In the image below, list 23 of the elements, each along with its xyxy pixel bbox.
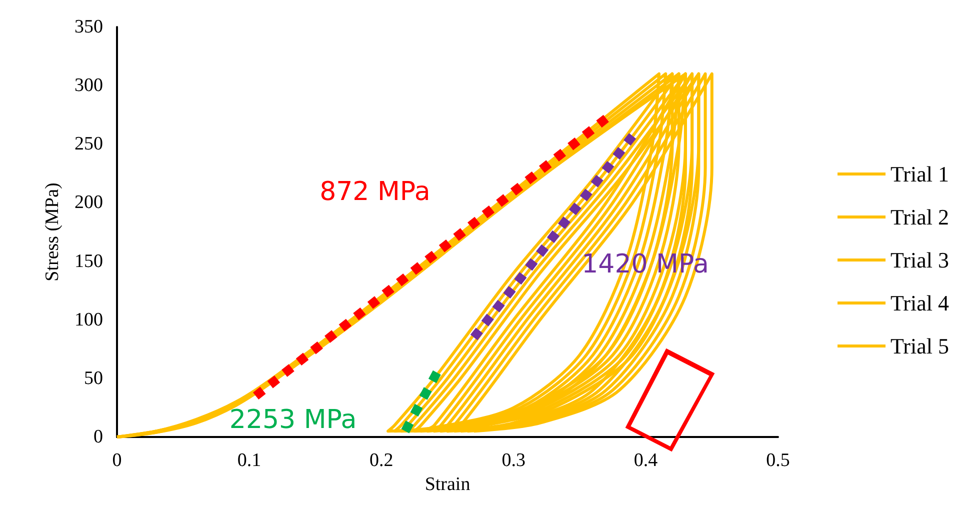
y-tick-label: 350 — [74, 16, 103, 38]
x-tick-label: 0 — [112, 450, 122, 471]
legend-label: Trial 2 — [890, 204, 950, 230]
y-tick-label: 200 — [74, 192, 103, 214]
legend-label: Trial 1 — [890, 162, 950, 186]
y-tick-label: 0 — [94, 426, 103, 448]
x-tick-label: 0.1 — [237, 450, 262, 471]
legend-label: Trial 5 — [890, 334, 950, 358]
y-tick-label: 300 — [74, 75, 103, 96]
annotation: 2253 MPa — [229, 404, 357, 435]
x-tick-label: 0.5 — [766, 450, 790, 471]
x-tick-label: 0.4 — [634, 450, 658, 471]
y-tick-label: 150 — [74, 250, 103, 272]
y-tick-label: 50 — [84, 368, 103, 389]
x-tick-label: 0.2 — [370, 450, 394, 471]
y-axis-title: Stress (MPa) — [42, 182, 63, 282]
annotation: 872 MPa — [320, 177, 430, 208]
x-axis-title: Strain — [424, 474, 471, 495]
legend-label: Trial 4 — [890, 290, 950, 316]
y-tick-label: 250 — [74, 134, 103, 155]
x-tick-label: 0.3 — [502, 450, 526, 471]
y-tick-label: 100 — [74, 309, 103, 330]
legend-label: Trial 3 — [890, 248, 950, 272]
